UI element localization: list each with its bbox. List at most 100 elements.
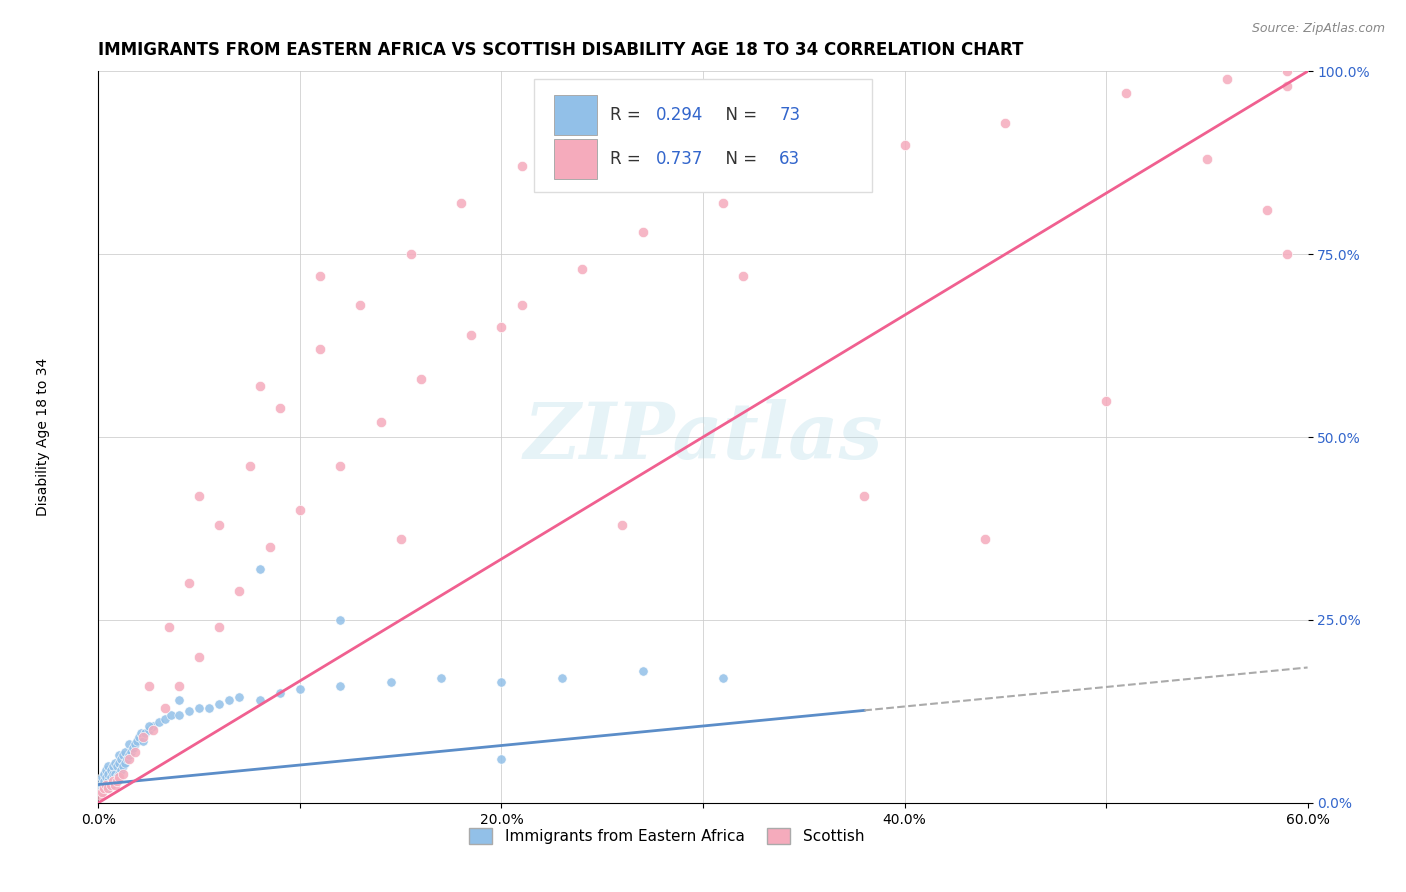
Point [399,247,422,261]
Point [96,763,118,777]
Point [1277,78,1299,93]
Point [118,748,141,763]
Point [124,745,146,759]
Point [218,693,240,707]
Point [893,137,915,152]
Point [97,781,120,796]
Point [510,160,533,174]
Point [430,672,453,686]
Point [491,675,513,690]
Point [118,737,141,751]
Point [167,679,190,693]
Point [91,785,114,799]
Point [132,730,155,744]
Point [89,773,111,788]
Point [105,759,128,773]
Point [793,167,815,181]
Point [148,715,170,730]
Point [91,778,114,792]
Point [249,693,271,707]
Point [711,196,734,211]
Point [208,517,231,532]
Point [259,540,281,554]
Point [93,773,115,788]
Point [167,708,190,723]
Point [1277,247,1299,261]
Point [91,785,114,799]
Text: 0.294: 0.294 [655,106,703,124]
Point [103,756,125,770]
Text: 73: 73 [779,106,800,124]
Point [100,778,122,792]
Point [370,416,392,430]
Point [510,298,533,312]
Point [114,756,136,770]
Point [389,533,412,547]
Point [591,115,613,129]
Point [111,748,134,763]
Point [97,766,120,780]
Point [329,613,352,627]
Bar [554,95,596,136]
Point [101,773,124,788]
Y-axis label: Disability Age 18 to 34: Disability Age 18 to 34 [35,358,49,516]
Point [132,733,155,747]
Point [1195,152,1218,166]
Point [138,719,160,733]
Text: R =: R = [610,150,645,168]
Point [188,489,211,503]
Point [107,756,129,770]
Point [103,766,125,780]
Point [160,708,183,723]
Point [733,269,755,284]
Point [269,686,291,700]
Point [157,620,180,634]
Point [97,773,120,788]
Point [129,726,152,740]
Point [100,770,122,784]
Point [228,583,250,598]
Point [1216,71,1239,86]
Point [100,778,122,792]
Point [460,327,482,342]
Point [188,649,211,664]
Point [124,737,146,751]
Point [179,576,201,591]
Point [93,766,115,780]
Legend: Immigrants from Eastern Africa, Scottish: Immigrants from Eastern Africa, Scottish [464,822,870,850]
Point [380,675,402,690]
Text: Source: ZipAtlas.com: Source: ZipAtlas.com [1251,22,1385,36]
Point [97,759,120,773]
Point [188,700,211,714]
Point [128,730,150,744]
Point [491,752,513,766]
Point [107,748,129,763]
Point [349,298,371,312]
Point [994,115,1017,129]
Point [105,770,128,784]
Point [110,763,132,777]
Point [120,745,142,759]
Point [1256,203,1278,218]
Point [142,719,165,733]
Text: ZIPatlas: ZIPatlas [523,399,883,475]
Point [711,672,734,686]
Text: N =: N = [716,106,762,124]
Point [692,78,714,93]
Point [89,789,111,803]
Point [571,261,593,276]
Text: 63: 63 [779,150,800,168]
Point [1277,64,1299,78]
Point [96,778,118,792]
Point [121,740,143,755]
Point [91,770,114,784]
Point [208,697,231,711]
Bar [554,139,596,179]
Point [551,672,574,686]
Point [114,745,136,759]
Point [89,781,111,796]
Point [409,371,432,385]
Point [101,759,124,773]
Point [309,343,332,357]
Point [103,773,125,788]
